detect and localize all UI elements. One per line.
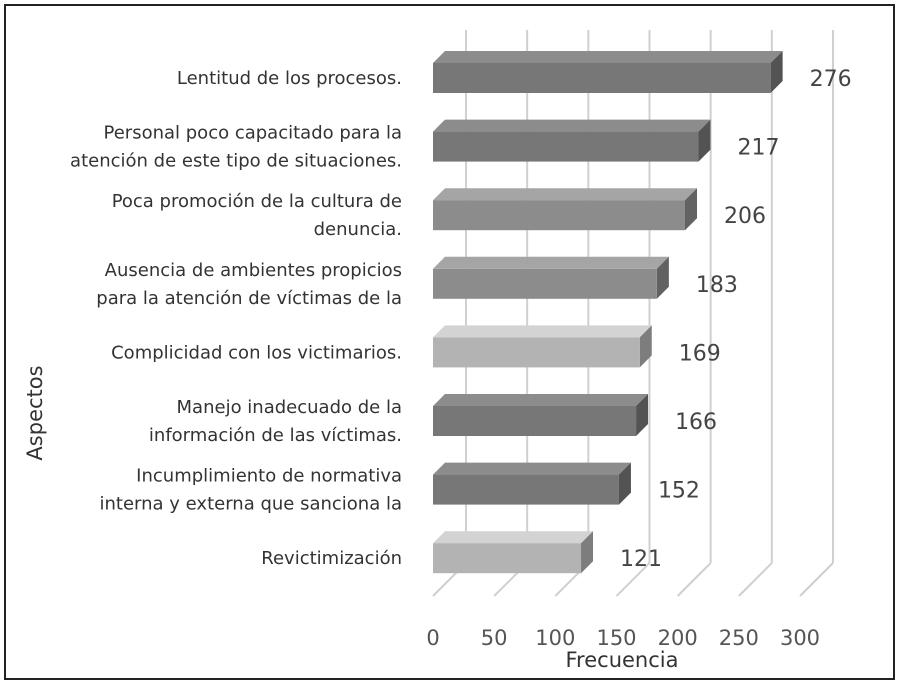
category-label: Poca promoción de la cultura de	[112, 191, 402, 212]
bar-value-label: 217	[737, 136, 779, 161]
category-label: interna y externa que sanciona la	[100, 494, 403, 515]
category-label: información de las víctimas.	[149, 425, 402, 446]
x-tick-label: 200	[658, 626, 698, 650]
x-tick-label: 300	[780, 626, 820, 650]
bar-side	[636, 394, 649, 436]
bar	[433, 337, 640, 368]
x-tick-label: 250	[719, 626, 759, 650]
category-label: Lentitud de los procesos.	[177, 68, 402, 89]
bar-side	[581, 531, 594, 574]
bar	[433, 200, 686, 231]
bar-top	[433, 531, 594, 544]
x-tick-label: 100	[535, 626, 575, 650]
grid-line-floor	[676, 562, 712, 597]
bar-side	[685, 188, 698, 231]
category-label: para la atención de víctimas de la	[96, 288, 402, 309]
x-axis-label: Frecuencia	[566, 648, 679, 672]
bar-value-label: 121	[620, 547, 662, 572]
bar-value-label: 166	[675, 410, 717, 435]
bar-top	[433, 119, 711, 132]
category-label: Revictimización	[261, 548, 402, 569]
bar-value-label: 152	[658, 479, 700, 504]
x-tick-label: 150	[596, 626, 636, 650]
category-label: denuncia.	[314, 219, 402, 240]
category-label: Personal poco capacitado para la	[104, 123, 402, 144]
bar-top	[433, 256, 669, 269]
category-label: Complicidad con los victimarios.	[111, 342, 402, 363]
x-tick-label: 50	[481, 626, 508, 650]
x-tick-label: 0	[426, 626, 439, 650]
x-tick-labels: 0 50 100 150 200 250 300	[426, 626, 820, 650]
bar	[433, 131, 699, 162]
bar	[433, 543, 582, 574]
bar-side	[618, 462, 631, 505]
bar-top	[433, 394, 649, 406]
bar-top	[433, 188, 698, 201]
category-label: atención de este tipo de situaciones.	[70, 151, 402, 172]
bar	[433, 268, 657, 299]
bar	[433, 63, 771, 93]
bar-side	[698, 119, 711, 162]
bar-top	[433, 51, 783, 63]
category-label: Ausencia de ambientes propicios	[105, 260, 402, 281]
grid-line-floor	[799, 562, 834, 597]
bar	[433, 406, 637, 436]
bar	[433, 474, 619, 505]
bar-top	[433, 462, 631, 475]
category-label: Manejo inadecuado de la	[177, 397, 402, 418]
bar-side	[770, 51, 783, 93]
bar-value-label: 169	[679, 341, 721, 366]
bar-side	[656, 256, 669, 299]
bar-top	[433, 325, 652, 338]
grid-line-floor	[738, 562, 773, 597]
bar-value-label: 183	[696, 273, 738, 298]
grid-lines	[432, 30, 834, 597]
category-label: Incumplimiento de normativa	[136, 466, 402, 487]
bar-value-label: 206	[724, 204, 766, 229]
bar-side	[639, 325, 652, 368]
bars-group: 276 217 206 183 169 166 152 121	[433, 51, 852, 574]
category-labels: Lentitud de los procesos. Personal poco c…	[70, 68, 402, 569]
bar-value-label: 276	[810, 67, 852, 92]
grid-line-floor	[615, 562, 651, 597]
y-axis-label: Aspectos	[23, 365, 47, 460]
